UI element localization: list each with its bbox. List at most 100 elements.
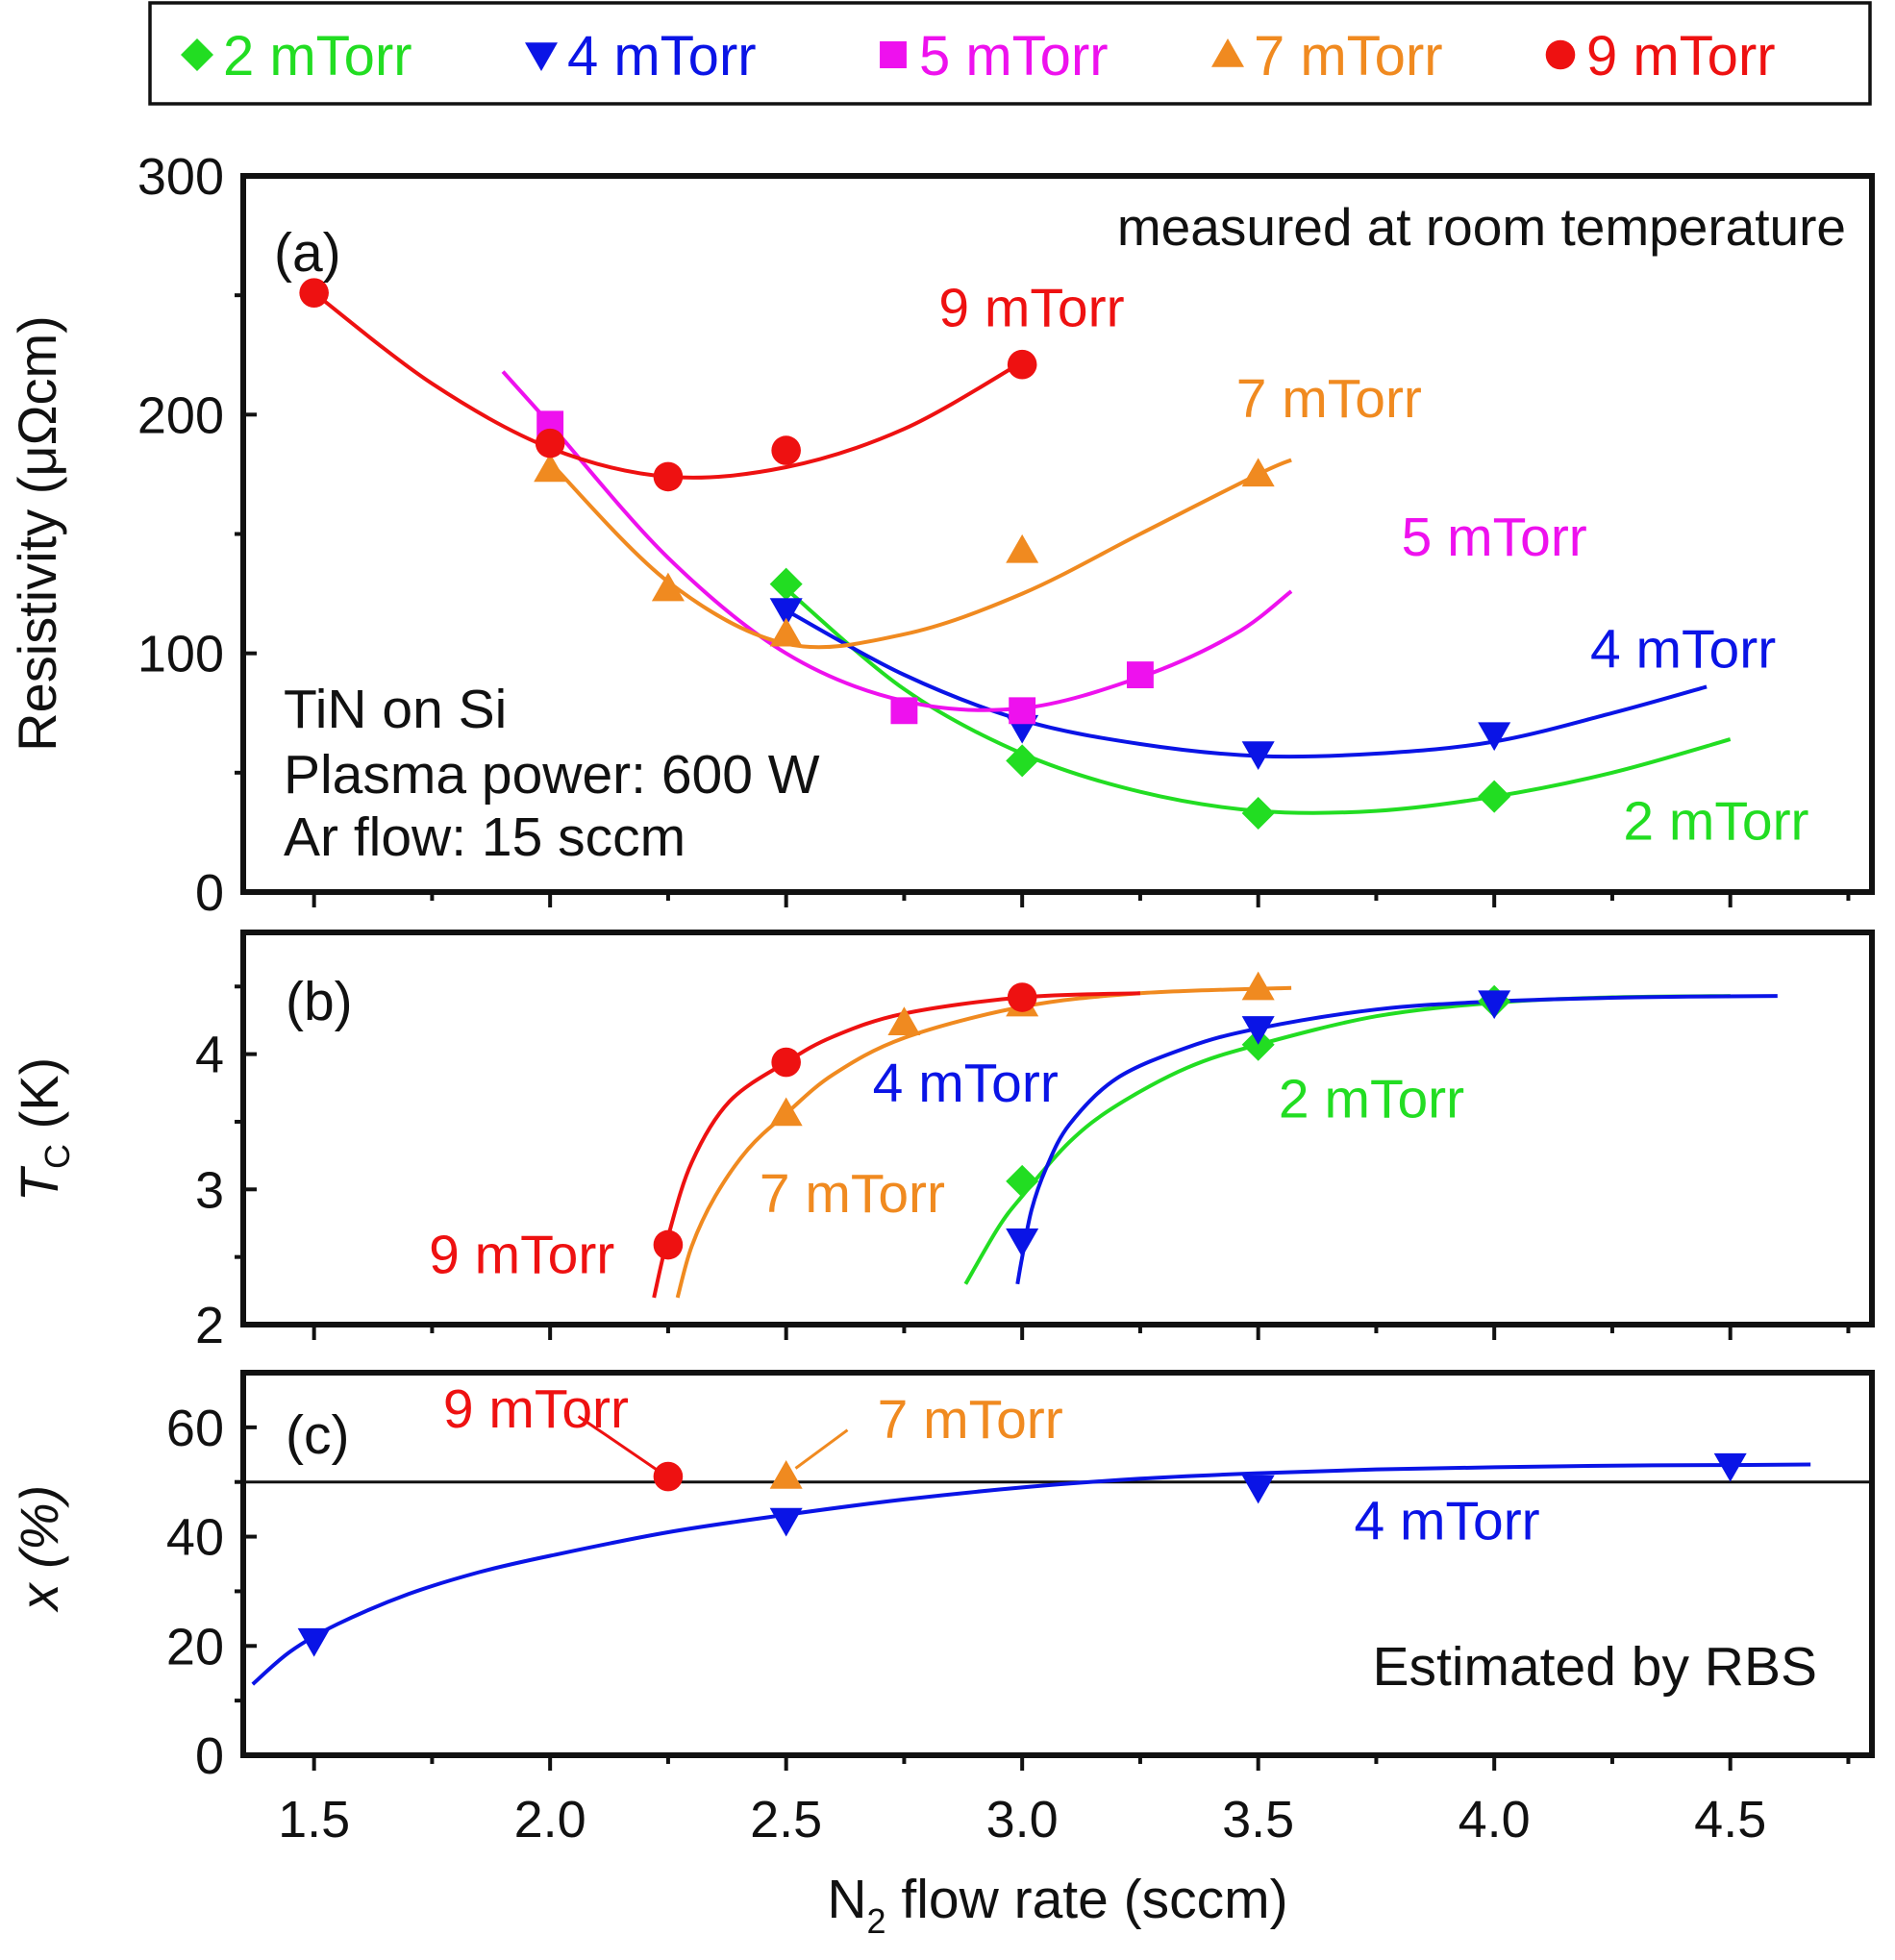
x-tick-label: 3.5 [1222, 1791, 1294, 1848]
panel-b-y-axis-label-unit: (K) [9, 1057, 69, 1144]
y-tick-label: 4 [195, 1027, 224, 1084]
x-axis-label-subscript: 2 [867, 1901, 886, 1941]
series-label-9-mtorr: 9 mTorr [443, 1378, 629, 1440]
x-tick-label: 2.0 [514, 1791, 586, 1848]
panel-b-y-axis-label-subscript: C [37, 1144, 77, 1169]
data-point-4-mtorr [1006, 1228, 1039, 1257]
x-tick-label: 4.0 [1459, 1791, 1531, 1848]
y-tick-label: 60 [166, 1400, 224, 1457]
legend-label: 4 mTorr [567, 25, 757, 87]
series-label-4-mtorr: 4 mTorr [1590, 619, 1776, 681]
data-point-4-mtorr [769, 598, 803, 627]
panel-b-y-axis-label-symbol: T [9, 1165, 69, 1202]
panel-a-annotation-ar-flow: Ar flow: 15 sccm [284, 806, 686, 868]
x-tick-label: 3.0 [986, 1791, 1059, 1848]
data-point-2-mtorr [769, 567, 803, 601]
panel-c-y-axis-label: x (%) [9, 1485, 69, 1614]
leader-line-7-mtorr [794, 1428, 849, 1470]
legend-box [148, 1, 1872, 106]
x-tick-label: 2.5 [750, 1791, 822, 1848]
fit-curve-4-mtorr [785, 608, 1708, 759]
data-point-5-mtorr [1126, 661, 1154, 688]
data-point-7-mtorr [1241, 971, 1275, 1001]
legend-item-2-mtorr: 2 mTorr [181, 25, 412, 87]
data-point-7-mtorr [769, 617, 803, 647]
panel-c-frame [240, 1370, 1875, 1758]
legend-label: 7 mTorr [1254, 25, 1443, 87]
data-point-4-mtorr [1478, 722, 1511, 752]
y-tick-label: 300 [137, 148, 224, 206]
series-label-2-mtorr: 2 mTorr [1623, 790, 1808, 852]
x-tick-label: 4.5 [1694, 1791, 1766, 1848]
y-tick-label: 0 [195, 864, 224, 922]
data-point-4-mtorr [1241, 1016, 1275, 1045]
data-point-4-mtorr [1478, 990, 1511, 1020]
legend-label: 5 mTorr [919, 25, 1109, 87]
panel-c-composition: 0 20 40 60 1.5 2.0 2.5 3.0 3.5 4.0 4.5 9 mTorr 7 mTo… [9, 1370, 1875, 1848]
data-point-9-mtorr [535, 428, 565, 459]
panel-a-annotation-room-temperature: measured at room temperature [1117, 197, 1846, 257]
data-point-7-mtorr [651, 572, 685, 602]
legend-label: 9 mTorr [1586, 25, 1776, 87]
legend-marker-triangle-down [525, 42, 558, 71]
series-label-2-mtorr: 2 mTorr [1279, 1069, 1464, 1130]
data-point-9-mtorr [1007, 982, 1037, 1012]
series-label-4-mtorr: 4 mTorr [873, 1053, 1059, 1114]
y-tick-label: 100 [137, 626, 224, 683]
fit-curve-4-mtorr [251, 1462, 1811, 1686]
data-point-9-mtorr [771, 435, 801, 465]
data-point-7-mtorr [769, 1460, 803, 1489]
series-label-7-mtorr: 7 mTorr [1236, 368, 1422, 430]
data-point-4-mtorr [1713, 1452, 1747, 1482]
panel-a-y-axis-label: Resistivity (μΩcm) [7, 315, 67, 752]
panel-b-frame [240, 930, 1875, 1327]
panel-b-y-axis-label: TC (K) [9, 1057, 77, 1202]
data-point-9-mtorr [653, 1229, 684, 1260]
panel-b-plot-area: 2 3 4 4 mTorr 2 mTorr 7 mTorr 9 mTorr [195, 971, 1851, 1354]
y-tick-label: 200 [137, 386, 224, 444]
data-point-2-mtorr [1006, 744, 1039, 778]
legend-marker-triangle-up [1211, 38, 1244, 67]
data-point-7-mtorr [1006, 533, 1039, 563]
panel-a-annotation-plasma-power: Plasma power: 600 W [284, 744, 820, 806]
leader-line-9-mtorr [577, 1415, 660, 1473]
data-point-2-mtorr [1478, 780, 1511, 813]
y-tick-label: 20 [166, 1618, 224, 1675]
data-point-4-mtorr [1241, 1475, 1275, 1504]
data-point-9-mtorr [653, 1461, 684, 1492]
data-point-5-mtorr [1009, 697, 1036, 725]
data-point-9-mtorr [653, 461, 684, 492]
legend-label: 2 mTorr [223, 25, 412, 87]
panel-b-tc: 2 3 4 4 mTorr 2 mTorr 7 mTorr 9 mTorr (b) TC (… [9, 930, 1875, 1354]
data-point-9-mtorr [1007, 349, 1037, 380]
legend-item-4-mtorr: 4 mTorr [525, 25, 757, 87]
panel-b-label: (b) [286, 971, 353, 1032]
data-point-7-mtorr [769, 1097, 803, 1127]
data-point-7-mtorr [1241, 458, 1275, 487]
legend-item-7-mtorr: 7 mTorr [1211, 25, 1443, 87]
x-axis-label: N2 flow rate (sccm) [827, 1869, 1287, 1941]
x-axis-label-base: N [827, 1869, 866, 1930]
fit-curve-9-mtorr [312, 291, 1024, 480]
data-point-5-mtorr [890, 697, 918, 725]
panel-a-frame [240, 173, 1875, 895]
data-point-2-mtorr [1241, 797, 1275, 831]
legend-marker-diamond [181, 38, 213, 71]
panel-c-plot-area: 0 20 40 60 1.5 2.0 2.5 3.0 3.5 4.0 4.5 9 mTorr 7 mTo… [166, 1378, 1872, 1848]
fit-curve-2-mtorr [785, 587, 1732, 815]
y-tick-label: 40 [166, 1509, 224, 1567]
data-point-9-mtorr [771, 1047, 801, 1078]
series-label-5-mtorr: 5 mTorr [1402, 507, 1587, 568]
data-point-7-mtorr [534, 453, 567, 483]
legend: 2 mTorr 4 mTorr 5 mTorr 7 mTorr 9 mTorr [148, 1, 1872, 106]
y-tick-label: 2 [195, 1297, 224, 1354]
y-tick-label: 3 [195, 1161, 224, 1219]
fit-curve-4-mtorr [1015, 994, 1778, 1285]
data-point-4-mtorr [297, 1627, 331, 1657]
legend-marker-square [880, 41, 907, 68]
series-label-7-mtorr: 7 mTorr [878, 1389, 1063, 1451]
y-tick-label: 0 [195, 1727, 224, 1785]
panel-c-label: (c) [286, 1404, 349, 1466]
legend-item-9-mtorr: 9 mTorr [1545, 25, 1776, 87]
